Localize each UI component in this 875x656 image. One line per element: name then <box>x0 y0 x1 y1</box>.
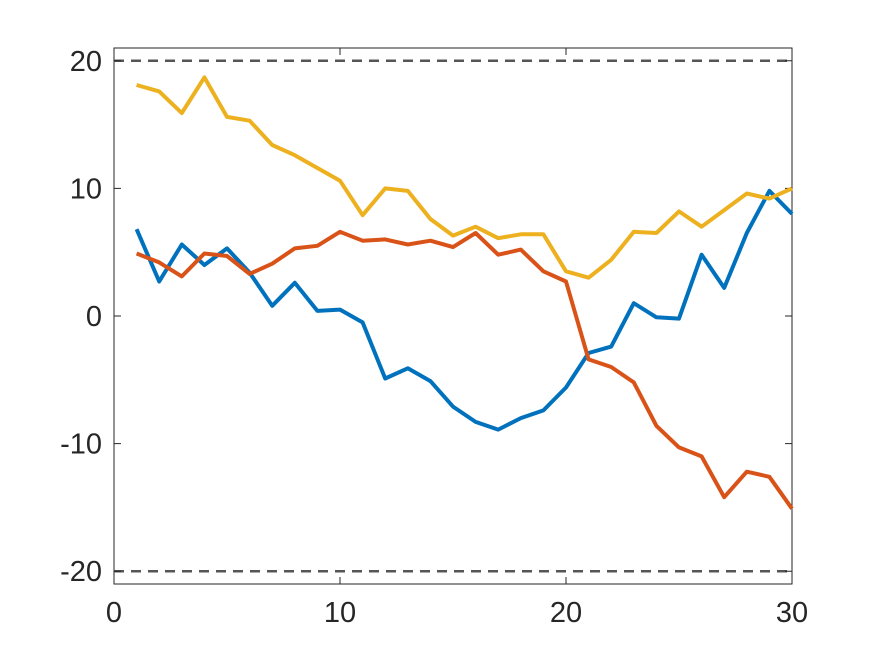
x-tick-label: 20 <box>550 597 582 629</box>
x-tick-label: 0 <box>106 597 122 629</box>
y-tick-label: -10 <box>60 429 102 461</box>
y-tick-label: 20 <box>70 46 102 78</box>
series-line-yellow <box>136 75 793 280</box>
y-tick-label: 0 <box>86 301 102 333</box>
plot-area: 0 10 20 30 -20 -10 0 10 20 <box>60 46 808 629</box>
y-tick-label: 10 <box>70 173 102 205</box>
x-tick-label: 10 <box>324 597 356 629</box>
x-tick-label: 30 <box>776 597 808 629</box>
axes-box <box>113 47 793 585</box>
y-tick-label: -20 <box>60 556 102 588</box>
series-line-orange <box>135 229 794 510</box>
